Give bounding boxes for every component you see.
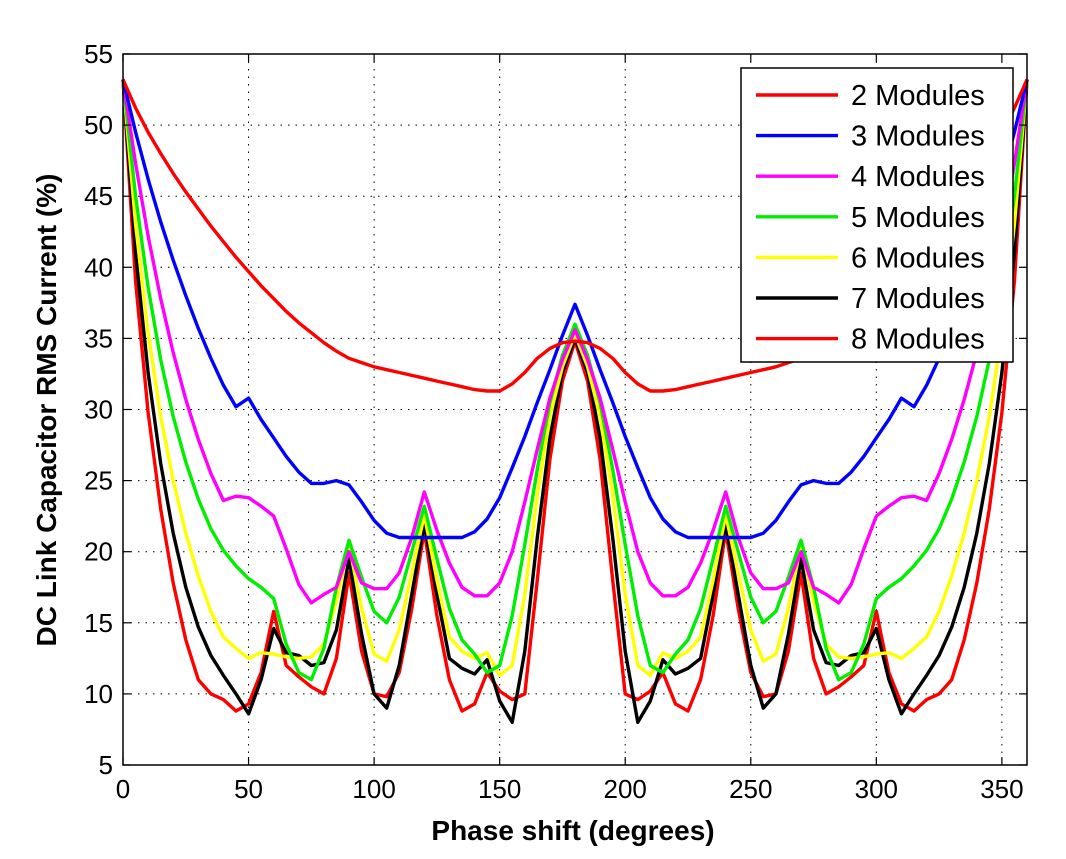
legend-box: [740, 67, 1014, 363]
legend-entry: 4 Modules: [851, 161, 985, 193]
y-tick-label: 20: [84, 537, 113, 567]
y-tick-label: 15: [84, 608, 113, 638]
legend-entry: 5 Modules: [851, 202, 985, 234]
axis-ticks: 0 50 100 150 200 250 300 350 5 10 15 20 25 30 35 40 45 50…: [84, 39, 1027, 804]
legend-entry: 3 Modules: [851, 121, 985, 153]
x-tick-label: 50: [234, 774, 263, 804]
x-tick-label: 0: [116, 774, 130, 804]
series-line-5-modules: [121, 79, 1029, 682]
x-tick-label: 250: [729, 774, 772, 804]
y-tick-label: 10: [84, 679, 113, 709]
x-tick-label: 300: [855, 774, 898, 804]
series-lines: [121, 78, 1029, 724]
y-tick-label: 50: [84, 110, 113, 140]
series-line-3-modules: [121, 79, 1029, 540]
y-tick-label: 30: [84, 395, 113, 425]
y-tick-label: 40: [84, 252, 113, 282]
y-axis-label: DC Link Capacitor RMS Current (%): [31, 174, 62, 647]
x-tick-label: 200: [604, 774, 647, 804]
legend-entry: 2 Modules: [851, 80, 985, 112]
legend: 2 Modules 3 Modules 4 Modules 5 Modules 6 Mo…: [740, 67, 1014, 363]
x-axis-label: Phase shift (degrees): [431, 815, 714, 846]
series-line-4-modules: [121, 79, 1029, 605]
x-tick-label: 350: [980, 774, 1023, 804]
y-tick-label: 35: [84, 323, 113, 353]
legend-entry: 8 Modules: [851, 324, 985, 356]
x-tick-label: 150: [478, 774, 521, 804]
y-tick-label: 25: [84, 466, 113, 496]
y-tick-label: 55: [84, 39, 113, 69]
legend-entry: 7 Modules: [851, 283, 985, 315]
legend-entry: 6 Modules: [851, 242, 985, 274]
y-tick-label: 45: [84, 181, 113, 211]
y-tick-label: 5: [99, 750, 113, 780]
x-tick-label: 100: [352, 774, 395, 804]
